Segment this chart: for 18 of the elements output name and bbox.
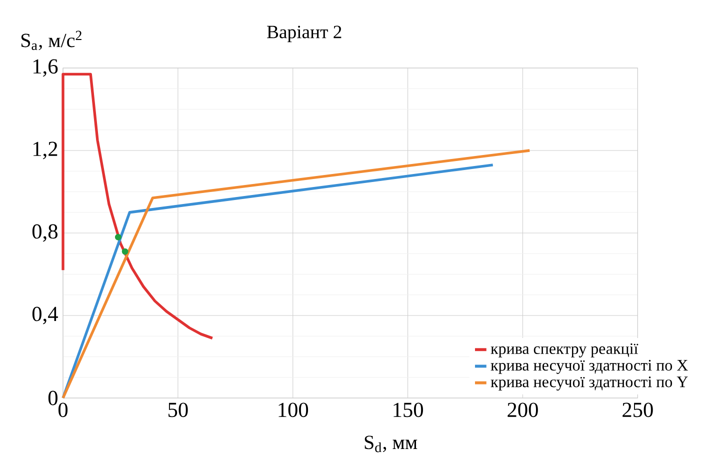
legend-label: крива несучої здатності по Y (490, 376, 688, 391)
x-tick-label: 100 (278, 402, 308, 418)
y-tick-label: 1,6 (34, 59, 58, 77)
chart-title: Варіант 2 (267, 26, 342, 42)
y-tick-label: 0,8 (32, 224, 58, 242)
x-tick-label: 0 (58, 402, 68, 418)
y-tick-label: 0 (48, 390, 58, 406)
legend-label: крива несучої здатності по X (490, 360, 688, 374)
x-tick-label: 200 (508, 402, 538, 418)
y-tick-label: 1,2 (34, 142, 58, 160)
x-tick-label: 250 (622, 402, 653, 418)
y-tick-label: 0,4 (32, 306, 58, 324)
y-axis-title: S$_{a}$, м/с$^{2}$ (21, 30, 82, 50)
x-tick-label: 150 (394, 402, 423, 418)
legend-label: крива спектру реакції (490, 343, 638, 358)
line-series (62, 72, 214, 340)
x-tick-label: 50 (168, 402, 188, 418)
x-axis-title: S$_{d}$, мм (364, 436, 418, 452)
